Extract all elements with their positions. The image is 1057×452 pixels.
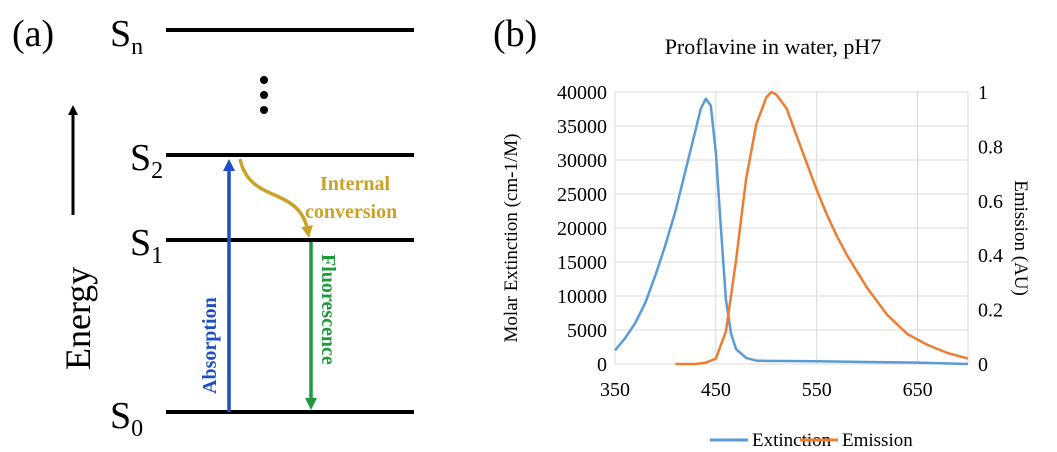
chart-title: Proflavine in water, pH7	[665, 34, 882, 59]
ellipsis-dot-2	[260, 91, 268, 99]
y2tick-label: 0	[978, 354, 988, 376]
internal-conversion-arrow	[238, 158, 313, 238]
y2tick-label: 0.8	[978, 136, 1003, 158]
ytick-label: 35000	[557, 116, 607, 138]
xtick-label: 550	[802, 379, 832, 401]
absorption-label: Absorption	[199, 297, 221, 394]
y2tick-label: 1	[978, 82, 988, 104]
panel-b-label: (b)	[493, 13, 537, 55]
panel-a-label: (a)	[12, 13, 54, 55]
series-line-extinction	[614, 97, 969, 366]
ytick-label: 0	[597, 354, 607, 376]
y2tick-label: 0.6	[978, 191, 1003, 213]
internal-conversion-label-2: conversion	[305, 201, 397, 223]
ellipsis-dot-1	[260, 76, 268, 84]
chart-series	[614, 90, 969, 366]
ytick-label: 25000	[557, 184, 607, 206]
ytick-label: 10000	[557, 286, 607, 308]
level-s0-label: S0	[110, 395, 143, 442]
series-line-emission	[675, 90, 969, 366]
fluorescence-label: Fluorescence	[317, 254, 339, 365]
level-s2-label: S2	[130, 137, 163, 184]
ytick-label: 20000	[557, 218, 607, 240]
ytick-label: 5000	[567, 320, 607, 342]
ellipsis-dot-3	[260, 106, 268, 114]
xtick-label: 450	[701, 379, 731, 401]
chart-ticks: 0 5000 10000 15000 20000 25000 30000 35000 40000…	[557, 82, 1003, 401]
chart-legend: Extinction Emission	[710, 430, 913, 451]
xtick-label: 350	[600, 379, 630, 401]
internal-conversion-label-1: Internal	[320, 173, 390, 195]
level-s1-label: S1	[130, 222, 163, 269]
chart-ylabel-right: Emission (AU)	[1010, 180, 1031, 296]
y2tick-label: 0.4	[978, 245, 1003, 267]
xtick-label: 650	[903, 379, 933, 401]
ytick-label: 40000	[557, 82, 607, 104]
ytick-label: 15000	[557, 252, 607, 274]
energy-axis-label: Energy	[58, 267, 98, 370]
legend-label-emission: Emission	[842, 430, 913, 451]
level-sn-label: Sn	[110, 13, 143, 60]
ytick-label: 30000	[557, 150, 607, 172]
chart-grid	[614, 91, 969, 365]
panel-b: (b) Proflavine in water, pH7 Molar Extin…	[493, 13, 1031, 451]
y2tick-label: 0.2	[978, 300, 1003, 322]
chart-ylabel-left: Molar Extinction (cm-1/M)	[501, 134, 522, 343]
legend-label-extinction: Extinction	[752, 430, 832, 451]
panel-a: (a) Energy Sn S2 S1 S0 Absorption Intern…	[12, 13, 414, 442]
